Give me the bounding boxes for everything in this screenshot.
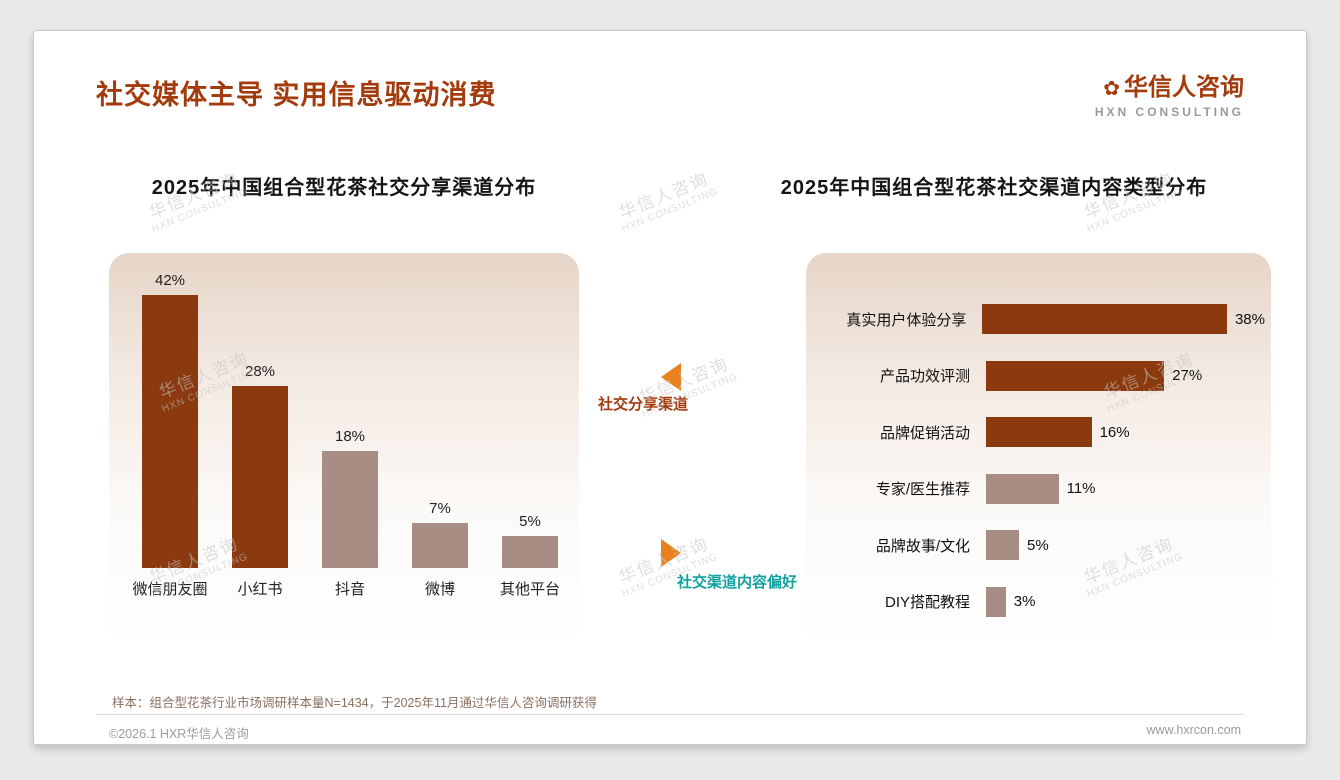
right-chart-panel: 真实用户体验分享 38% 产品功效评测 27% 品牌促销活动 16% 专家/医生推荐 11% 品… bbox=[806, 253, 1271, 650]
watermark: 华信人咨询 HXN CONSULTING bbox=[611, 163, 720, 235]
logo-name-text: 华信人咨询 bbox=[1124, 74, 1244, 101]
slide-card: 社交媒体主导 实用信息驱动消费 ✿ 华信人咨询 HXN CONSULTING 20… bbox=[33, 30, 1307, 745]
brand-logo: ✿ 华信人咨询 HXN CONSULTING bbox=[1095, 67, 1244, 119]
bar-column: 28% 小红书 bbox=[215, 363, 305, 599]
bar bbox=[986, 473, 1059, 504]
website-text: www.hxrcon.com bbox=[1146, 723, 1241, 737]
logo-name: ✿ 华信人咨询 bbox=[1095, 67, 1244, 102]
vertical-bar-chart: 42% 微信朋友圈 28% 小红书 18% 抖音 7% 微博 5% 其他平台 bbox=[125, 265, 575, 599]
bar-category-label: 真实用户体验分享 bbox=[846, 311, 967, 329]
bar-column: 42% 微信朋友圈 bbox=[125, 272, 215, 599]
logo-subtitle: HXN CONSULTING bbox=[1094, 105, 1244, 119]
bar-category-label: DIY搭配教程 bbox=[884, 594, 970, 612]
footer-divider bbox=[96, 714, 1244, 715]
bar-value-label: 11% bbox=[1066, 480, 1096, 498]
content-preference-label: 社交渠道内容偏好 bbox=[676, 574, 797, 591]
page-title: 社交媒体主导 实用信息驱动消费 bbox=[96, 80, 497, 110]
bar-category-label: 微博 bbox=[424, 581, 455, 598]
bar bbox=[982, 304, 1227, 335]
watermark-line1: 华信人咨询 bbox=[616, 169, 712, 223]
bar-row: DIY搭配教程 3% bbox=[824, 574, 1265, 631]
bar-row: 产品功效评测 27% bbox=[824, 348, 1265, 405]
bar-row: 真实用户体验分享 38% bbox=[824, 291, 1265, 348]
arrow-right-icon bbox=[661, 539, 681, 567]
flower-icon: ✿ bbox=[1103, 78, 1120, 100]
bar-value-label: 3% bbox=[1013, 593, 1036, 611]
bar-value-label: 18% bbox=[334, 428, 366, 445]
share-channel-label: 社交分享渠道 bbox=[597, 396, 688, 413]
bar bbox=[986, 360, 1165, 391]
bar bbox=[986, 530, 1019, 561]
copyright-text: ©2026.1 HXR华信人咨询 bbox=[109, 727, 249, 741]
bar bbox=[412, 522, 468, 568]
bar-value-label: 38% bbox=[1234, 310, 1265, 328]
bar-category-label: 产品功效评测 bbox=[879, 368, 970, 386]
left-chart-panel: 42% 微信朋友圈 28% 小红书 18% 抖音 7% 微博 5% 其他平台 bbox=[109, 253, 579, 650]
bar-row: 品牌故事/文化 5% bbox=[824, 517, 1265, 574]
bar-value-label: 27% bbox=[1172, 367, 1203, 385]
bar bbox=[322, 451, 378, 568]
bar-value-label: 42% bbox=[154, 272, 186, 289]
bar-category-label: 品牌故事/文化 bbox=[875, 537, 970, 555]
bar-value-label: 7% bbox=[429, 499, 451, 517]
bar-category-label: 抖音 bbox=[334, 581, 365, 598]
bar-value-label: 16% bbox=[1099, 423, 1130, 441]
bar-column: 5% 其他平台 bbox=[485, 513, 575, 600]
bar bbox=[986, 586, 1006, 617]
bar-category-label: 微信朋友圈 bbox=[132, 581, 208, 598]
bar bbox=[232, 386, 288, 568]
bar-column: 18% 抖音 bbox=[305, 428, 395, 599]
right-chart-title: 2025年中国组合型花茶社交渠道内容类型分布 bbox=[780, 177, 1208, 199]
bar-category-label: 其他平台 bbox=[499, 581, 560, 598]
watermark-line2: HXN CONSULTING bbox=[620, 186, 720, 235]
bar-value-label: 5% bbox=[519, 512, 541, 530]
bar-category-label: 品牌促销活动 bbox=[879, 424, 970, 442]
bar bbox=[142, 295, 198, 568]
bar-category-label: 小红书 bbox=[237, 581, 283, 598]
left-chart-title: 2025年中国组合型花茶社交分享渠道分布 bbox=[151, 177, 537, 199]
arrow-left-icon bbox=[661, 363, 681, 391]
bar-row: 专家/医生推荐 11% bbox=[824, 461, 1265, 518]
bar-value-label: 5% bbox=[1027, 536, 1049, 554]
bar-value-label: 28% bbox=[244, 363, 276, 380]
horizontal-bar-chart: 真实用户体验分享 38% 产品功效评测 27% 品牌促销活动 16% 专家/医生推荐 11% 品… bbox=[824, 291, 1265, 630]
bar-category-label: 专家/医生推荐 bbox=[875, 481, 970, 499]
bar bbox=[502, 535, 558, 568]
bar-row: 品牌促销活动 16% bbox=[824, 404, 1265, 461]
bar bbox=[986, 417, 1092, 448]
sample-note: 样本：组合型花茶行业市场调研样本量N=1434，于2025年11月通过华信人咨询… bbox=[112, 696, 597, 710]
bar-column: 7% 微博 bbox=[395, 500, 485, 600]
